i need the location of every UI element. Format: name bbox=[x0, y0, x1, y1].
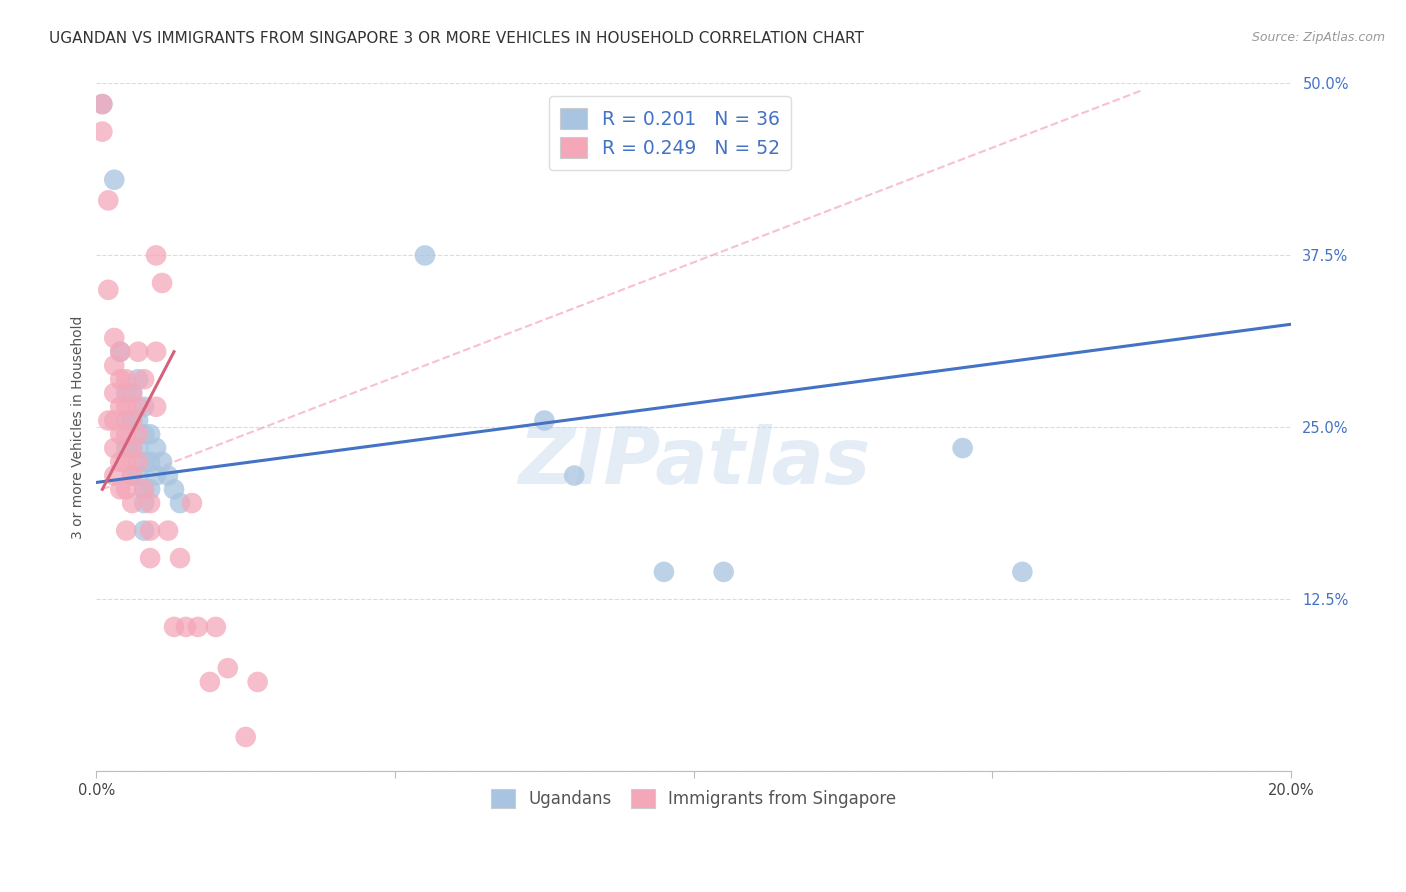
Point bbox=[139, 427, 162, 442]
Point bbox=[97, 283, 120, 297]
Point bbox=[174, 620, 197, 634]
Text: UGANDAN VS IMMIGRANTS FROM SINGAPORE 3 OR MORE VEHICLES IN HOUSEHOLD CORRELATION: UGANDAN VS IMMIGRANTS FROM SINGAPORE 3 O… bbox=[49, 31, 865, 46]
Point bbox=[97, 194, 120, 208]
Point bbox=[169, 551, 191, 566]
Point bbox=[121, 468, 143, 483]
Point bbox=[163, 620, 186, 634]
Point bbox=[134, 483, 156, 497]
Text: ZIPatlas: ZIPatlas bbox=[517, 424, 870, 500]
Point bbox=[127, 427, 149, 442]
Point bbox=[121, 413, 143, 427]
Point bbox=[127, 468, 149, 483]
Point bbox=[103, 468, 125, 483]
Point bbox=[150, 276, 173, 290]
Legend: Ugandans, Immigrants from Singapore: Ugandans, Immigrants from Singapore bbox=[485, 782, 903, 814]
Point bbox=[91, 97, 114, 112]
Point bbox=[121, 468, 143, 483]
Point bbox=[139, 483, 162, 497]
Point bbox=[145, 468, 167, 483]
Point bbox=[103, 413, 125, 427]
Point bbox=[121, 496, 143, 510]
Point bbox=[134, 496, 156, 510]
Point bbox=[235, 730, 257, 744]
Point bbox=[139, 524, 162, 538]
Point bbox=[103, 173, 125, 187]
Point bbox=[127, 413, 149, 427]
Point bbox=[163, 483, 186, 497]
Point bbox=[169, 496, 191, 510]
Point bbox=[134, 427, 156, 442]
Point bbox=[145, 344, 167, 359]
Point bbox=[91, 125, 114, 139]
Point bbox=[110, 455, 132, 469]
Point bbox=[121, 386, 143, 401]
Point bbox=[97, 413, 120, 427]
Point bbox=[127, 400, 149, 414]
Point bbox=[134, 524, 156, 538]
Point bbox=[115, 483, 138, 497]
Point bbox=[115, 413, 138, 427]
Point bbox=[652, 565, 675, 579]
Point bbox=[91, 97, 114, 112]
Point bbox=[134, 483, 156, 497]
Point bbox=[139, 496, 162, 510]
Point bbox=[103, 359, 125, 373]
Point bbox=[115, 455, 138, 469]
Point bbox=[127, 455, 149, 469]
Point bbox=[103, 386, 125, 401]
Point bbox=[134, 455, 156, 469]
Point bbox=[115, 524, 138, 538]
Point bbox=[121, 441, 143, 455]
Point bbox=[115, 441, 138, 455]
Point bbox=[533, 413, 555, 427]
Point bbox=[121, 441, 143, 455]
Point bbox=[157, 524, 180, 538]
Point bbox=[103, 331, 125, 345]
Point bbox=[115, 400, 138, 414]
Point bbox=[115, 427, 138, 442]
Point bbox=[713, 565, 735, 579]
Point bbox=[103, 441, 125, 455]
Point bbox=[121, 413, 143, 427]
Point bbox=[181, 496, 204, 510]
Point bbox=[187, 620, 209, 634]
Point bbox=[127, 344, 149, 359]
Point bbox=[413, 248, 436, 262]
Point bbox=[110, 483, 132, 497]
Point bbox=[198, 675, 221, 690]
Point bbox=[145, 248, 167, 262]
Text: Source: ZipAtlas.com: Source: ZipAtlas.com bbox=[1251, 31, 1385, 45]
Point bbox=[157, 468, 180, 483]
Point bbox=[121, 386, 143, 401]
Point bbox=[110, 400, 132, 414]
Point bbox=[115, 386, 138, 401]
Point bbox=[246, 675, 269, 690]
Point bbox=[205, 620, 228, 634]
Point bbox=[127, 441, 149, 455]
Point bbox=[139, 551, 162, 566]
Point bbox=[134, 372, 156, 386]
Point bbox=[217, 661, 239, 675]
Point bbox=[1011, 565, 1033, 579]
Point bbox=[562, 468, 585, 483]
Point bbox=[145, 400, 167, 414]
Point bbox=[150, 455, 173, 469]
Point bbox=[145, 441, 167, 455]
Y-axis label: 3 or more Vehicles in Household: 3 or more Vehicles in Household bbox=[72, 316, 86, 539]
Point bbox=[110, 344, 132, 359]
Point bbox=[139, 455, 162, 469]
Point bbox=[110, 427, 132, 442]
Point bbox=[115, 372, 138, 386]
Point bbox=[110, 372, 132, 386]
Point bbox=[127, 372, 149, 386]
Point bbox=[952, 441, 974, 455]
Point bbox=[110, 344, 132, 359]
Point bbox=[134, 400, 156, 414]
